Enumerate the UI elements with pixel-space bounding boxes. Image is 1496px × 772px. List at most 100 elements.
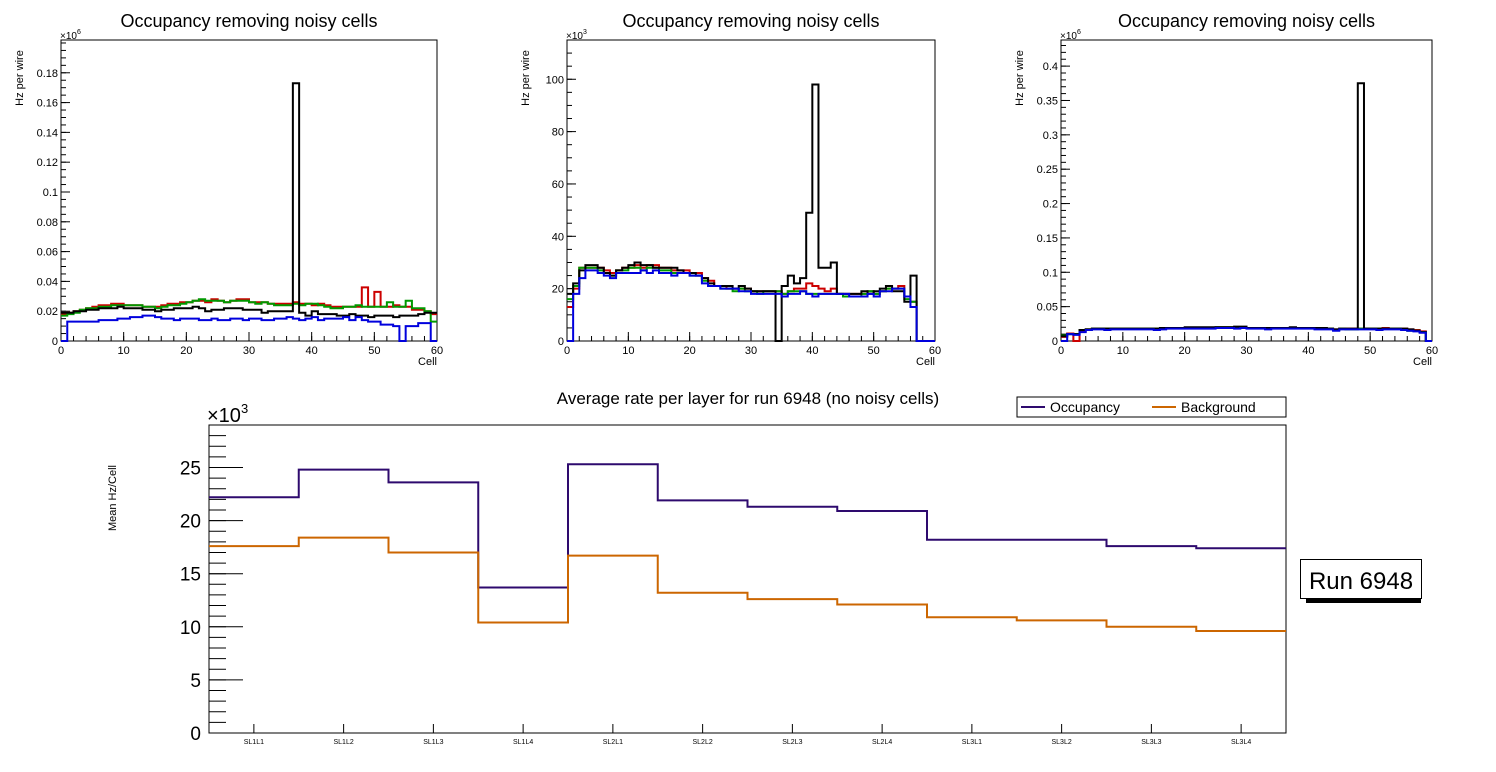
y-tick-label: 0.15: [1037, 233, 1058, 245]
y-axis-multiplier: ×106: [1060, 29, 1081, 42]
x-axis-label: Cell: [916, 356, 935, 368]
x-tick-label: 30: [745, 345, 757, 357]
plot-frame: [208, 424, 1287, 734]
y-tick-label: 80: [552, 127, 564, 139]
y-axis-multiplier: ×103: [207, 401, 248, 427]
run-annotation: Run 6948: [1300, 559, 1422, 603]
y-tick-label: 20: [552, 284, 564, 296]
y-tick-label: 0.25: [1037, 164, 1058, 176]
y-tick-label: 0: [52, 336, 58, 348]
y-tick-label: 100: [546, 74, 564, 86]
y-tick-label: 0.12: [37, 157, 58, 169]
x-tick-label: 50: [368, 345, 380, 357]
x-tick-label: 60: [1426, 345, 1438, 357]
multiplier-base: ×10: [207, 405, 241, 427]
multiplier-exponent: 6: [1077, 29, 1081, 36]
y-tick-label: 5: [190, 671, 201, 692]
multiplier-exponent: 6: [77, 29, 81, 36]
series-occupancy: [209, 463, 1286, 589]
x-axis-label: Cell: [1413, 356, 1432, 368]
y-tick-label: 0.1: [1043, 267, 1058, 279]
chart-panel-3: Occupancy removing noisy cells 0 0.05 0.1 0.…: [1014, 11, 1438, 368]
chart-panel-4: Average rate per layer for run 6948 (no …: [107, 389, 1422, 746]
chart-title: Average rate per layer for run 6948 (no …: [557, 389, 939, 408]
x-tick-label: 10: [1117, 345, 1129, 357]
x-tick-label: 50: [868, 345, 880, 357]
y-tick-label: 0.04: [37, 276, 58, 288]
y-tick-label: 0.05: [1037, 302, 1058, 314]
x-tick-label: 20: [1179, 345, 1191, 357]
x-category-label: SL2L4: [872, 739, 892, 746]
y-tick-label: 10: [180, 618, 201, 639]
legend-box: [1016, 396, 1287, 418]
y-tick-label: 0.4: [1043, 61, 1058, 73]
x-tick-label: 40: [806, 345, 818, 357]
series-background: [209, 536, 1286, 633]
y-tick-label: 40: [552, 231, 564, 243]
y-tick-label: 0.16: [37, 98, 58, 110]
x-tick-label: 20: [684, 345, 696, 357]
series-black: [1061, 82, 1432, 342]
x-category-label: SL1L4: [513, 739, 533, 746]
series-red: [61, 286, 437, 316]
annotation-text: Run 6948: [1309, 568, 1413, 595]
x-tick-label: 60: [431, 345, 443, 357]
y-tick-label: 0.06: [37, 247, 58, 259]
x-tick-label: 50: [1364, 345, 1376, 357]
x-category-label: SL1L3: [423, 739, 443, 746]
multiplier-base: ×10: [1060, 31, 1077, 42]
multiplier-exponent: 3: [241, 401, 248, 416]
series-green: [61, 298, 437, 323]
y-tick-label: 0.3: [1043, 130, 1058, 142]
multiplier-exponent: 3: [583, 29, 587, 36]
y-tick-label: 0.08: [37, 217, 58, 229]
x-category-label: SL3L1: [962, 739, 982, 746]
y-axis-label: Mean Hz/Cell: [107, 465, 119, 531]
y-axis-label: Hz per wire: [1014, 50, 1026, 106]
y-tick-label: 0: [558, 336, 564, 348]
y-axis-multiplier: ×103: [566, 29, 587, 42]
x-category-label: SL3L2: [1052, 739, 1072, 746]
x-tick-label: 20: [180, 345, 192, 357]
x-tick-label: 10: [622, 345, 634, 357]
x-tick-label: 30: [243, 345, 255, 357]
annotation-box: [1300, 559, 1422, 599]
x-category-label: SL3L4: [1231, 739, 1251, 746]
y-tick-label: 0.2: [1043, 199, 1058, 211]
x-tick-label: 0: [1058, 345, 1064, 357]
y-axis-multiplier: ×106: [60, 29, 81, 42]
x-category-label: SL1L1: [244, 739, 264, 746]
series-green: [567, 266, 935, 342]
y-axis-label: Hz per wire: [14, 50, 26, 106]
y-tick-label: 0.35: [1037, 95, 1058, 107]
y-tick-label: 0.18: [37, 68, 58, 80]
series-blue: [567, 269, 935, 342]
series-red: [567, 264, 935, 342]
y-axis-label: Hz per wire: [520, 50, 532, 106]
series-blue: [1061, 326, 1432, 342]
legend: Occupancy Background: [1016, 396, 1287, 418]
x-tick-label: 60: [929, 345, 941, 357]
x-tick-label: 0: [58, 345, 64, 357]
x-tick-label: 40: [1302, 345, 1314, 357]
chart-title: Occupancy removing noisy cells: [1118, 11, 1375, 31]
x-tick-label: 0: [564, 345, 570, 357]
x-category-label: SL2L2: [693, 739, 713, 746]
y-tick-label: 0.14: [37, 127, 58, 139]
x-axis-label: Cell: [418, 356, 437, 368]
series-black: [567, 83, 935, 342]
x-category-label: SL3L3: [1141, 739, 1161, 746]
x-tick-label: 30: [1240, 345, 1252, 357]
y-tick-label: 60: [552, 179, 564, 191]
chart-panel-1: Occupancy removing noisy cells 0 0.02 0.04 0…: [14, 11, 443, 368]
x-category-label: SL2L3: [782, 739, 802, 746]
multiplier-base: ×10: [566, 31, 583, 42]
chart-title: Occupancy removing noisy cells: [120, 11, 377, 31]
x-tick-label: 10: [118, 345, 130, 357]
chart-title: Occupancy removing noisy cells: [622, 11, 879, 31]
y-tick-label: 20: [180, 512, 201, 533]
series-black: [61, 82, 437, 319]
y-tick-label: 0.1: [43, 187, 58, 199]
legend-label-occupancy: Occupancy: [1050, 399, 1120, 415]
